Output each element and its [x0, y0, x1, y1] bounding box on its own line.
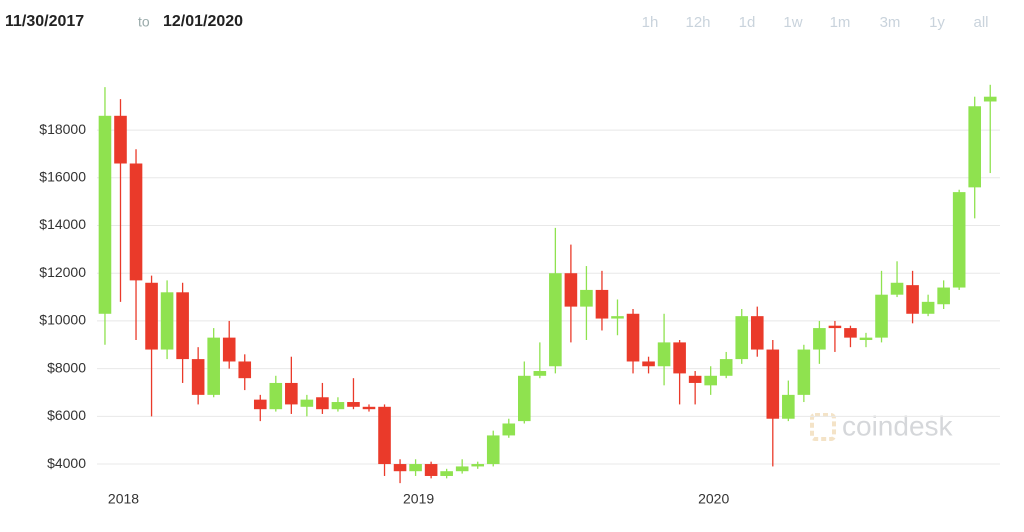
end-date: 12/01/2020: [163, 13, 243, 30]
candle-body: [657, 342, 671, 367]
y-tick-label: $12000: [39, 264, 86, 280]
candle-body: [440, 471, 453, 476]
candle-body: [269, 382, 283, 410]
candle-body: [502, 423, 516, 436]
date-separator: to: [138, 14, 150, 30]
y-tick-label: $4000: [47, 455, 86, 471]
candle-body: [797, 349, 811, 395]
range-button[interactable]: 1w: [783, 14, 802, 31]
candle-body: [906, 285, 919, 314]
candle-body: [828, 325, 842, 329]
candle-body: [875, 294, 888, 338]
range-button[interactable]: all: [973, 14, 988, 31]
y-tick-label: $8000: [47, 359, 86, 375]
candle-body: [207, 337, 220, 395]
candle-body: [983, 96, 997, 102]
range-button[interactable]: 1h: [642, 14, 659, 31]
x-tick-label: 2019: [403, 491, 434, 507]
candle-body: [890, 282, 904, 295]
candle-body: [347, 402, 360, 407]
candle-body: [518, 375, 531, 422]
start-date: 11/30/2017: [5, 13, 84, 30]
candle-body: [626, 313, 640, 362]
candle-body: [114, 115, 127, 164]
candle-body: [750, 316, 764, 350]
range-button[interactable]: 1m: [830, 14, 851, 31]
candle-body: [704, 375, 717, 386]
candle-body: [253, 399, 267, 410]
range-button[interactable]: 1d: [739, 14, 756, 31]
candle-body: [98, 115, 112, 314]
candle-body: [533, 371, 547, 376]
watermark-logo: [810, 413, 836, 441]
candle-body: [611, 316, 624, 319]
candle-body: [673, 342, 686, 374]
x-tick-label: 2018: [108, 491, 139, 507]
candle-body: [549, 273, 562, 367]
candle-body: [160, 292, 174, 350]
candle-body: [719, 359, 733, 376]
y-tick-label: $6000: [47, 407, 86, 423]
candle-body: [766, 349, 780, 419]
candle-body: [564, 273, 578, 307]
candle-body: [968, 106, 982, 188]
candle-body: [285, 382, 298, 405]
candle-body: [580, 289, 593, 307]
candle-body: [424, 464, 438, 476]
candle-body: [782, 394, 795, 419]
range-button[interactable]: 1y: [929, 14, 945, 31]
range-button[interactable]: 12h: [685, 14, 710, 31]
candle-body: [191, 359, 205, 395]
candle-body: [145, 282, 158, 350]
candle-body: [813, 328, 826, 350]
candle-body: [176, 292, 189, 360]
y-tick-label: $16000: [39, 169, 86, 185]
candle-body: [129, 163, 143, 281]
candle-body: [238, 361, 252, 379]
watermark-text: coindesk: [842, 410, 954, 441]
candle-body: [937, 287, 950, 305]
candle-body: [316, 397, 329, 410]
candle-body: [455, 466, 469, 472]
candle-body: [844, 328, 857, 338]
candle-body: [471, 464, 485, 467]
candle-body: [378, 406, 391, 465]
y-tick-label: $10000: [39, 312, 86, 328]
candle-body: [362, 406, 376, 410]
candle-body: [486, 435, 500, 465]
candle-body: [642, 361, 655, 367]
candle-body: [409, 464, 422, 472]
candle-body: [952, 192, 966, 288]
candle-body: [688, 375, 702, 383]
range-button[interactable]: 3m: [880, 14, 901, 31]
range-buttons: 1h 12h 1d 1w 1m 3m 1y all: [642, 14, 989, 31]
candle-body: [595, 289, 609, 319]
candle-body: [859, 337, 873, 341]
candle-body: [393, 464, 407, 472]
candle-body: [735, 316, 749, 360]
candle-body: [222, 337, 236, 362]
watermark: coindesk: [810, 410, 954, 441]
candle-body: [921, 301, 935, 314]
candle-body: [331, 402, 345, 410]
x-tick-label: 2020: [698, 491, 729, 507]
candle-body: [300, 399, 314, 407]
y-tick-label: $18000: [39, 121, 86, 137]
y-tick-label: $14000: [39, 216, 86, 232]
